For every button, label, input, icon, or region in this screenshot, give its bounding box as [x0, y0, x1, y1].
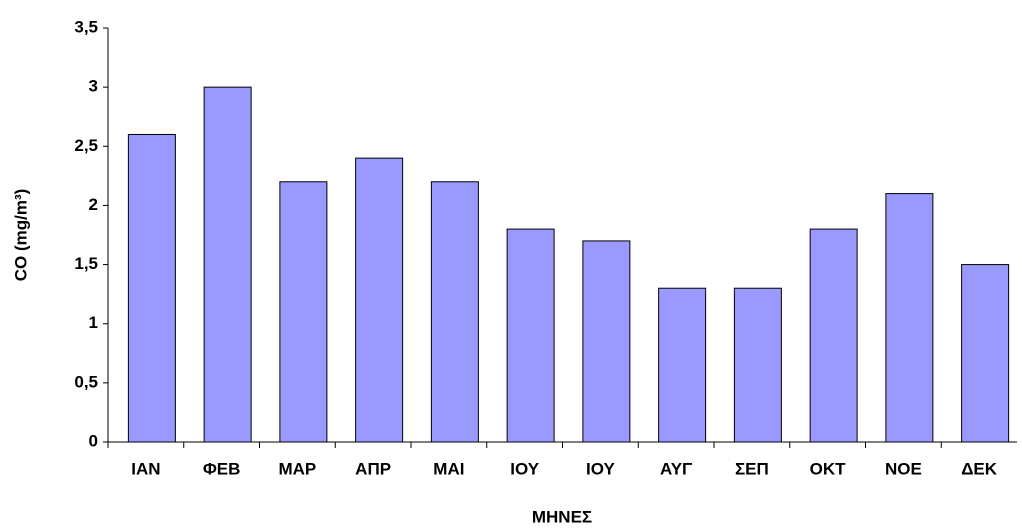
bar: [430, 181, 479, 443]
bar: [355, 157, 404, 443]
bar: [506, 228, 555, 443]
y-axis-title: CO (mg/m³): [11, 189, 30, 282]
y-tick-label: 1,5: [74, 254, 98, 273]
x-tick-label: ΔΕΚ: [961, 459, 998, 478]
y-tick-label: 2,5: [74, 136, 98, 155]
x-tick-label: ΟΚΤ: [810, 459, 847, 478]
y-tick-label: 0,5: [74, 372, 98, 391]
bar: [203, 86, 252, 443]
x-tick-label: ΜΑΙ: [433, 459, 464, 478]
x-tick-label: ΑΥΓ: [660, 459, 692, 478]
y-tick-label: 3,5: [74, 17, 98, 36]
x-tick-label: ΝΟΕ: [885, 459, 922, 478]
bar: [658, 287, 707, 443]
bar: [127, 133, 176, 443]
x-tick-label: ΜΑΡ: [278, 459, 316, 478]
y-tick-label: 1: [89, 313, 98, 332]
x-tick-label: ΣΕΠ: [735, 459, 769, 478]
x-tick-label: ΦΕΒ: [203, 459, 241, 478]
x-tick-label: ΙΟΥ: [510, 459, 539, 478]
bar: [279, 181, 328, 443]
bar: [885, 193, 934, 443]
x-tick-label: ΙΑΝ: [131, 459, 160, 478]
bar: [733, 287, 782, 443]
y-tick-label: 0: [89, 431, 98, 450]
y-tick-label: 2: [89, 195, 98, 214]
bar: [809, 228, 858, 443]
bar: [961, 264, 1010, 443]
x-tick-label: ΙΟΥ: [586, 459, 615, 478]
bar: [582, 240, 631, 443]
y-tick-label: 3: [89, 77, 98, 96]
x-axis-title: ΜΗΝΕΣ: [532, 507, 592, 526]
x-tick-label: ΑΠΡ: [355, 459, 391, 478]
